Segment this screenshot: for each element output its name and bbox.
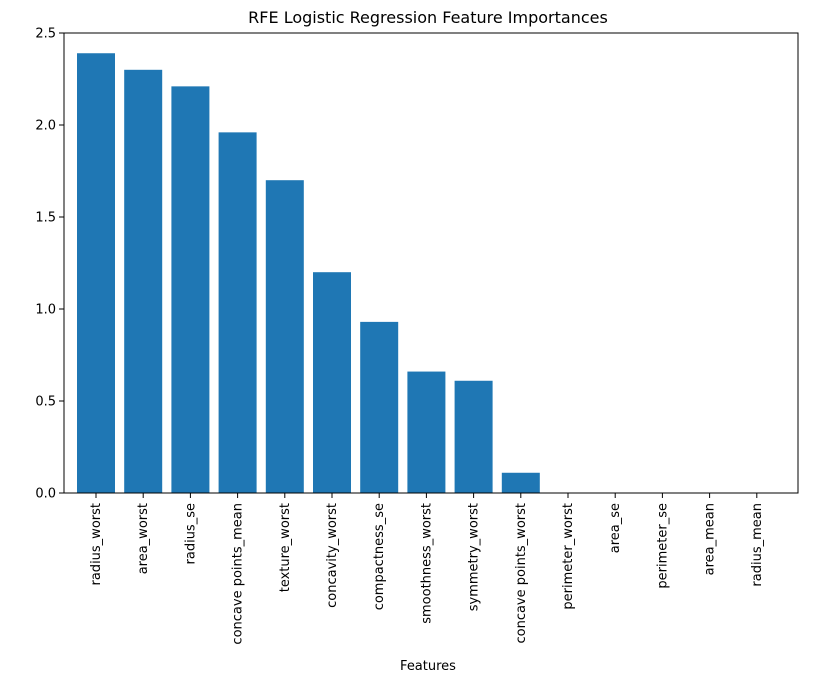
bar-concavity-worst <box>313 272 351 493</box>
x-tick-label: concave points_worst <box>514 503 529 644</box>
x-tick-label: perimeter_se <box>655 503 670 589</box>
chart-title: RFE Logistic Regression Feature Importan… <box>248 8 608 27</box>
x-tick-label: area_mean <box>703 503 718 575</box>
x-tick-label: compactness_se <box>372 503 387 610</box>
x-tick-label: perimeter_worst <box>561 503 576 610</box>
bar-smoothness-worst <box>407 371 446 493</box>
y-tick-label: 1.5 <box>35 211 56 226</box>
bar-radius-worst <box>77 53 115 494</box>
bar-radius-se <box>171 86 210 494</box>
bar-texture-worst <box>265 180 304 493</box>
bar-compactness-se <box>360 321 399 493</box>
x-tick-label: radius_se <box>183 503 198 564</box>
y-tick-label: 2.5 <box>35 27 56 42</box>
y-tick-label: 0.5 <box>35 395 56 410</box>
y-tick-label: 1.0 <box>35 303 56 318</box>
y-tick-label: 0.0 <box>35 487 56 502</box>
bar-area-worst <box>124 69 163 494</box>
x-tick-label: area_se <box>608 503 623 553</box>
x-tick-label: radius_worst <box>89 503 104 586</box>
bar-concave-points-worst <box>501 472 540 493</box>
x-tick-label: radius_mean <box>750 503 765 587</box>
x-tick-label: symmetry_worst <box>467 503 482 611</box>
x-axis: radius_worst area_worst radius_se concave p… <box>89 493 765 645</box>
x-tick-label: texture_worst <box>278 503 293 592</box>
y-tick-label: 2.0 <box>35 119 56 134</box>
x-axis-label: Features <box>400 659 456 674</box>
y-axis: 0.0 0.5 1.0 1.5 2.0 2.5 <box>35 27 64 502</box>
x-tick-label: concave points_mean <box>231 503 246 645</box>
bars-group <box>77 53 540 494</box>
plot-frame <box>63 32 799 494</box>
x-tick-label: area_worst <box>136 503 151 574</box>
x-tick-label: smoothness_worst <box>419 503 434 624</box>
bar-concave-points-mean <box>218 132 257 494</box>
x-tick-label: concavity_worst <box>325 503 340 608</box>
bar-symmetry-worst <box>454 380 493 493</box>
